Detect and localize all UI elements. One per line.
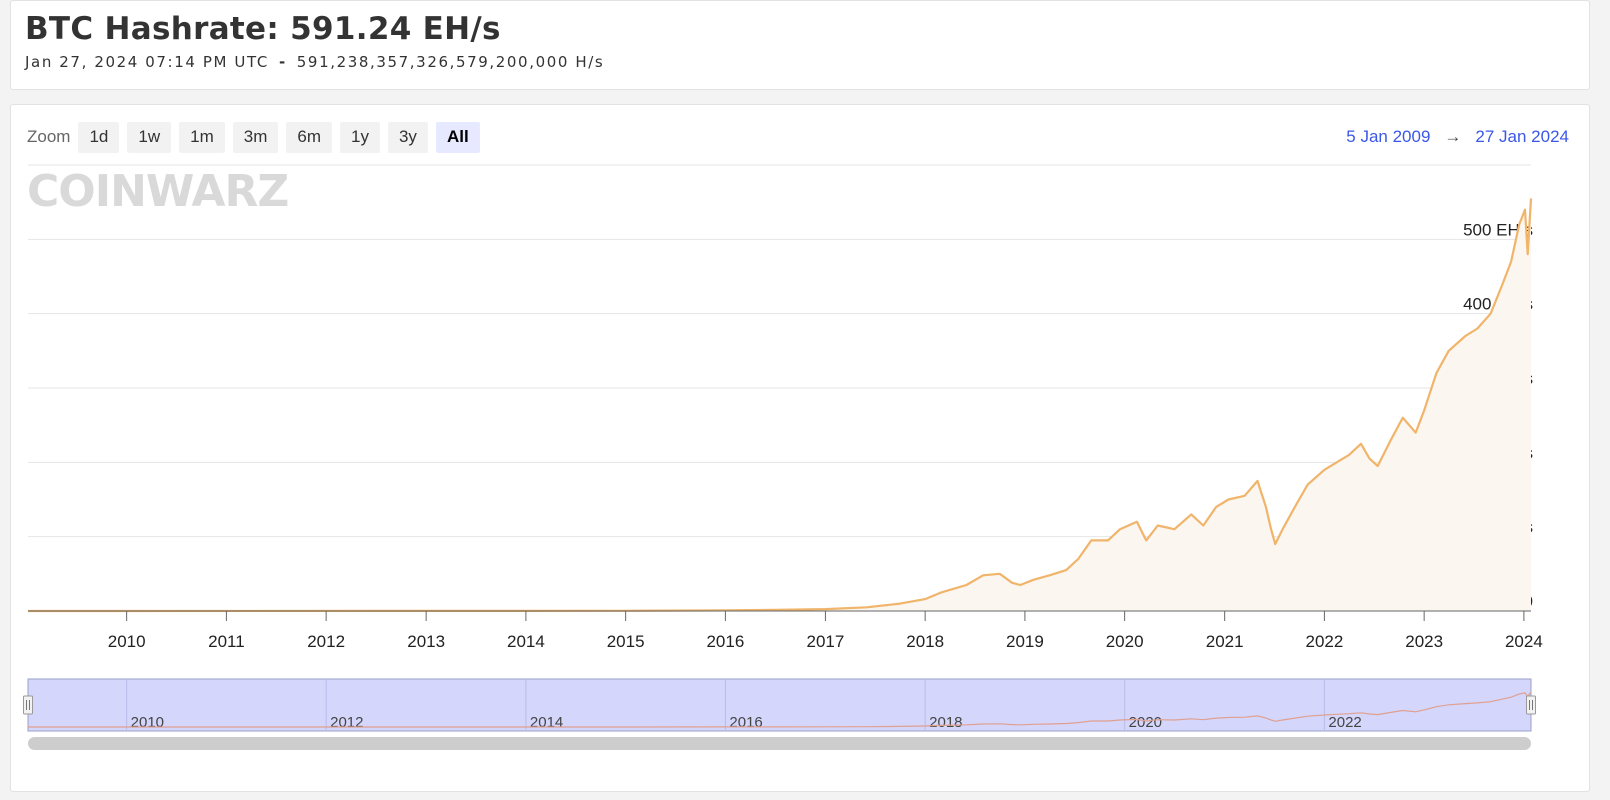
hashrate-line [27, 198, 1533, 613]
zoom-1y-button[interactable]: 1y [340, 121, 380, 153]
navigator-tick-label: 2010 [131, 714, 164, 731]
handle-grip [1526, 695, 1536, 715]
navigator-right-handle[interactable] [1526, 695, 1536, 715]
raw-hashrate: 591,238,357,326,579,200,000 H/s [296, 53, 605, 71]
x-tick-label: 2013 [407, 632, 445, 651]
hashrate-chart: COINWARZ0100 EH/s200 EH/s300 EH/s400 EH/… [23, 164, 1543, 750]
zoom-all-button[interactable]: All [435, 121, 480, 153]
navigator-series-line [28, 691, 1532, 728]
handle-grip [23, 695, 33, 715]
chart-card: COINWARZ0100 EH/s200 EH/s300 EH/s400 EH/… [10, 104, 1590, 792]
header-card: BTC Hashrate: 591.24 EH/s Jan 27, 2024 0… [10, 0, 1590, 90]
navigator-tick-label: 2014 [530, 714, 563, 731]
x-tick-label: 2022 [1305, 632, 1343, 651]
x-tick-label: 2024 [1505, 632, 1543, 651]
coinwarz-logo: COINWARZ [27, 166, 288, 217]
navigator-scrollbar[interactable] [28, 737, 1531, 750]
navigator-tick-label: 2020 [1129, 714, 1162, 731]
zoom-label: Zoom [27, 127, 71, 146]
range-arrow-icon: → [1444, 127, 1462, 146]
zoom-bar: Zoom 1d 1w 1m 3m 6m 1y 3y All [27, 121, 488, 153]
x-tick-label: 2010 [108, 632, 146, 651]
page-title: BTC Hashrate: 591.24 EH/s [25, 11, 501, 47]
range-to-date[interactable]: 27 Jan 2024 [1475, 127, 1569, 146]
x-tick-label: 2017 [806, 632, 844, 651]
y-tick-label: 500 EH/s [1463, 220, 1533, 239]
x-tick-label: 2014 [507, 632, 545, 651]
navigator-tick-label: 2022 [1328, 714, 1361, 731]
x-tick-label: 2012 [307, 632, 345, 651]
zoom-1d-button[interactable]: 1d [78, 121, 120, 153]
timestamp: Jan 27, 2024 07:14 PM UTC [25, 53, 269, 71]
subtitle-separator: - [278, 53, 287, 71]
x-tick-label: 2011 [208, 632, 245, 651]
zoom-6m-button[interactable]: 6m [286, 121, 332, 153]
date-range: 5 Jan 2009 → 27 Jan 2024 [1346, 127, 1569, 147]
x-tick-label: 2020 [1106, 632, 1144, 651]
zoom-3m-button[interactable]: 3m [232, 121, 279, 153]
navigator-window [27, 678, 1532, 732]
zoom-1w-button[interactable]: 1w [127, 121, 172, 153]
x-tick-label: 2019 [1006, 632, 1044, 651]
zoom-1m-button[interactable]: 1m [179, 121, 225, 153]
x-tick-label: 2016 [706, 632, 744, 651]
x-tick-label: 2023 [1405, 632, 1443, 651]
navigator-tick-label: 2012 [330, 714, 363, 731]
navigator-tick-label: 2018 [929, 714, 962, 731]
range-from-date[interactable]: 5 Jan 2009 [1346, 127, 1431, 146]
navigator-left-handle[interactable] [23, 695, 33, 715]
x-tick-label: 2015 [607, 632, 645, 651]
navigator-tick-label: 2016 [729, 714, 762, 731]
zoom-3y-button[interactable]: 3y [387, 121, 428, 153]
hashrate-area [28, 198, 1531, 611]
hashrate-subtitle: Jan 27, 2024 07:14 PM UTC -591,238,357,32… [25, 53, 604, 71]
x-tick-label: 2018 [906, 632, 944, 651]
x-tick-label: 2021 [1206, 632, 1244, 651]
